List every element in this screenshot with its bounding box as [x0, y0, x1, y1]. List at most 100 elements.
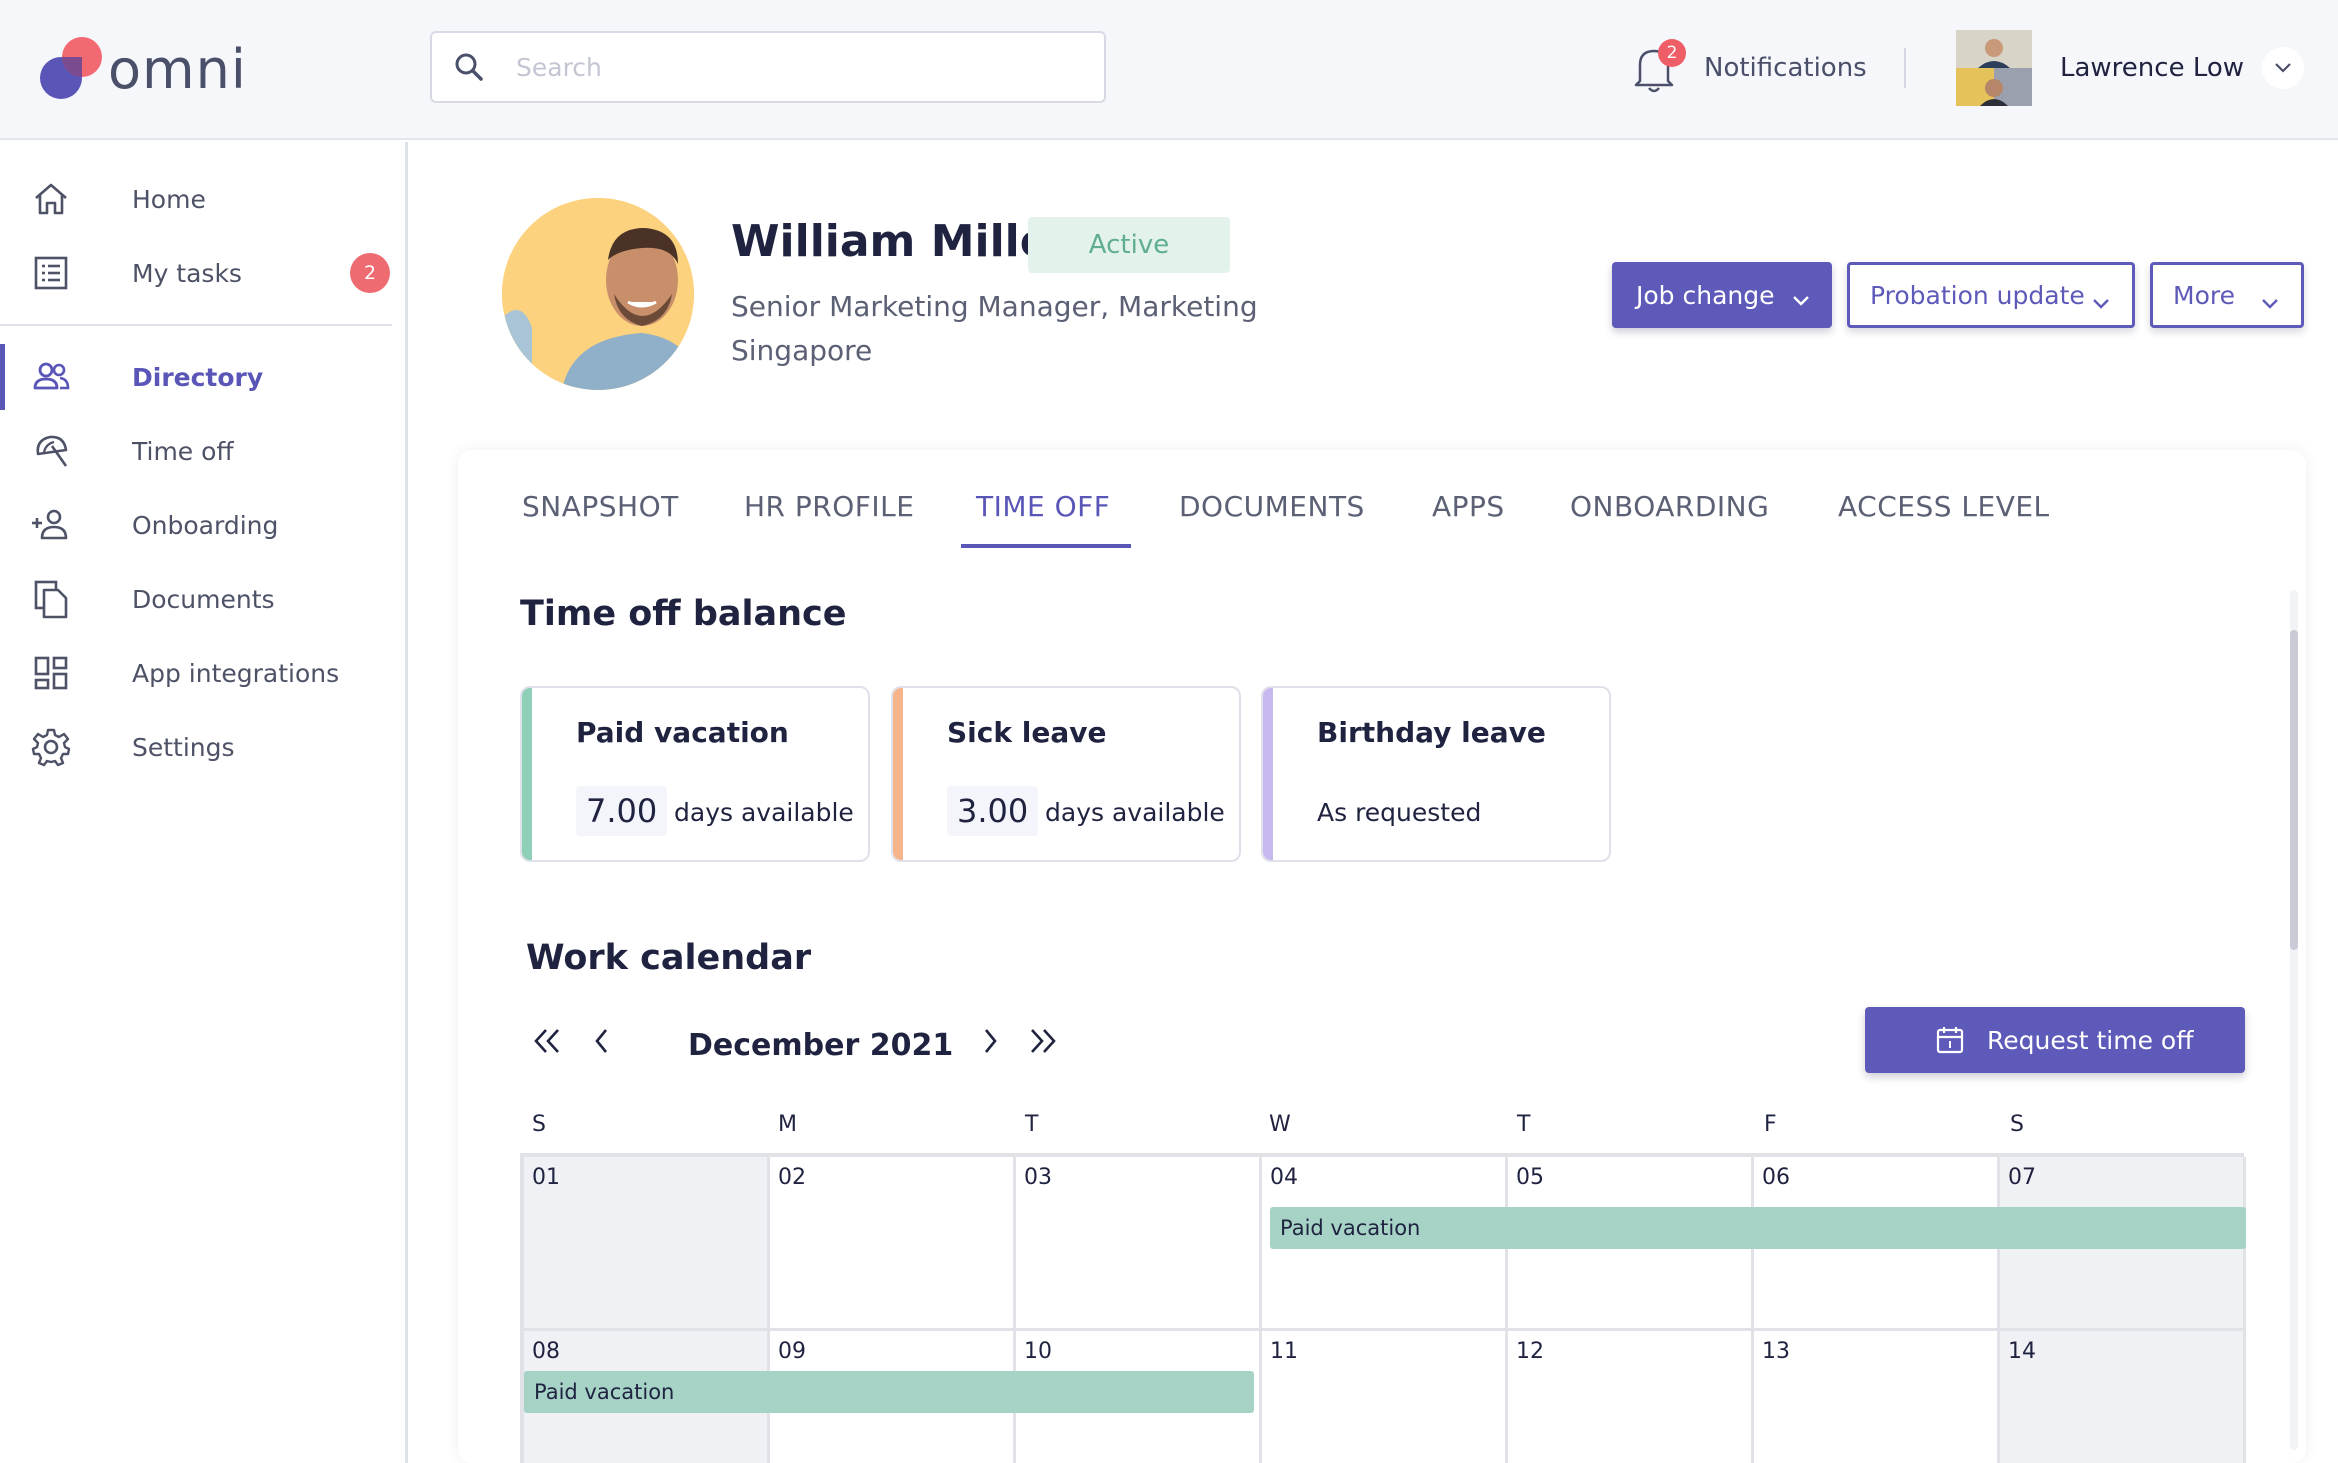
- calendar-day-cell[interactable]: 03: [1016, 1157, 1262, 1331]
- chevron-down-icon[interactable]: [2262, 47, 2305, 89]
- sidebar-item-app-integrations[interactable]: App integrations: [0, 640, 404, 706]
- next-month-button[interactable]: [980, 1018, 1000, 1068]
- active-tab-indicator: [961, 544, 1131, 548]
- calendar-day-number: 10: [1024, 1339, 1052, 1364]
- add-person-icon: [30, 504, 72, 546]
- double-chevron-left-icon: [532, 1026, 562, 1060]
- notifications-button[interactable]: 2 Notifications: [1630, 34, 1867, 102]
- sidebar-item-onboarding[interactable]: Onboarding: [0, 492, 404, 558]
- balance-amount: 3.00: [947, 786, 1039, 836]
- more-label: More: [2173, 280, 2235, 310]
- request-time-off-label: Request time off: [1987, 1025, 2194, 1055]
- tab-documents[interactable]: DOCUMENTS: [1179, 490, 1365, 523]
- calendar-icon: [1935, 1025, 1965, 1055]
- double-chevron-right-icon: [1028, 1026, 1058, 1060]
- balance-amount: 7.00: [576, 786, 668, 836]
- time-off-event[interactable]: Paid vacation: [524, 1371, 1254, 1413]
- calendar-day-number: 09: [778, 1339, 806, 1364]
- job-change-button[interactable]: Job change: [1612, 262, 1832, 328]
- tab-time-off[interactable]: TIME OFF: [976, 490, 1111, 523]
- employee-title: Senior Marketing Manager, Marketing: [731, 290, 1258, 323]
- scrollbar-thumb[interactable]: [2290, 630, 2298, 950]
- tasks-icon: [30, 252, 72, 294]
- home-icon: [30, 178, 72, 220]
- weekday-label: W: [1269, 1112, 1291, 1137]
- calendar-day-cell[interactable]: 14: [2000, 1331, 2246, 1463]
- search-box[interactable]: [430, 31, 1106, 103]
- prev-month-button[interactable]: [592, 1018, 612, 1068]
- weekday-label: S: [532, 1112, 546, 1137]
- employee-avatar: [502, 198, 694, 390]
- balance-card-stripe: [1263, 688, 1273, 860]
- next-year-button[interactable]: [1028, 1018, 1058, 1068]
- chevron-down-icon: [1792, 284, 1810, 313]
- sidebar-item-home[interactable]: Home: [0, 166, 404, 232]
- balance-card-sick-leave: Sick leave 3.00 days available: [891, 686, 1241, 862]
- calendar-day-number: 14: [2008, 1339, 2036, 1364]
- tab-snapshot[interactable]: SNAPSHOT: [522, 490, 679, 523]
- sidebar-item-label: Home: [132, 184, 206, 214]
- weekday-label: T: [1517, 1112, 1531, 1137]
- calendar-day-cell[interactable]: 11: [1262, 1331, 1508, 1463]
- balance-card-paid-vacation: Paid vacation 7.00 days available: [520, 686, 870, 862]
- logo-text: omni: [108, 37, 247, 101]
- probation-update-button[interactable]: Probation update: [1847, 262, 2135, 328]
- user-menu[interactable]: Lawrence Low: [1956, 30, 2305, 106]
- calendar-day-number: 12: [1516, 1339, 1544, 1364]
- calendar-day-cell[interactable]: 13: [1754, 1331, 2000, 1463]
- chevron-down-icon: [2092, 287, 2110, 316]
- balance-card-stripe: [893, 688, 903, 860]
- chevron-left-icon: [592, 1026, 612, 1060]
- bell-icon: 2: [1630, 39, 1686, 95]
- weekday-label: T: [1025, 1112, 1039, 1137]
- more-button[interactable]: More: [2150, 262, 2304, 328]
- tab-apps[interactable]: APPS: [1432, 490, 1505, 523]
- sidebar-item-label: Settings: [132, 732, 235, 762]
- sidebar-item-label: Onboarding: [132, 510, 279, 540]
- sidebar-item-label: My tasks: [132, 258, 242, 288]
- tab-onboarding[interactable]: ONBOARDING: [1570, 490, 1770, 523]
- calendar-day-cell[interactable]: 02: [770, 1157, 1016, 1331]
- sidebar-item-time-off[interactable]: Time off: [0, 418, 404, 484]
- balance-card-title: Paid vacation: [576, 716, 789, 749]
- sidebar-item-settings[interactable]: Settings: [0, 714, 404, 780]
- balance-unit: days available: [1045, 798, 1225, 827]
- notifications-badge: 2: [1658, 39, 1686, 67]
- tab-access-level[interactable]: ACCESS LEVEL: [1838, 490, 2050, 523]
- balance-card-stripe: [522, 688, 532, 860]
- sidebar-item-label: Documents: [132, 584, 275, 614]
- omni-logo[interactable]: omni: [40, 34, 247, 104]
- calendar-day-number: 11: [1270, 1339, 1298, 1364]
- balance-text: As requested: [1317, 798, 1482, 827]
- weekday-label: S: [2010, 1112, 2024, 1137]
- tasks-count-badge: 2: [350, 253, 390, 293]
- sidebar-item-documents[interactable]: Documents: [0, 566, 404, 632]
- calendar-day-number: 07: [2008, 1165, 2036, 1190]
- prev-year-button[interactable]: [532, 1018, 562, 1068]
- sidebar-item-label: Time off: [132, 436, 234, 466]
- calendar-day-cell[interactable]: 12: [1508, 1331, 1754, 1463]
- sidebar-item-label: App integrations: [132, 658, 340, 688]
- calendar-day-cell[interactable]: 01: [524, 1157, 770, 1331]
- request-time-off-button[interactable]: Request time off: [1865, 1007, 2245, 1073]
- calendar-grid: 01 02 03 04 05 06 07 08 09 10 11 12 13 14 Paid vacatio…: [520, 1153, 2246, 1463]
- sidebar: Home My tasks 2 Directory Time off Onboa…: [0, 142, 408, 1463]
- tab-hr-profile[interactable]: HR PROFILE: [744, 490, 915, 523]
- time-off-event[interactable]: Paid vacation: [1270, 1207, 2246, 1249]
- documents-icon: [30, 578, 72, 620]
- topbar-divider: [1904, 48, 1906, 88]
- calendar-day-number: 06: [1762, 1165, 1790, 1190]
- sidebar-item-directory[interactable]: Directory: [0, 344, 404, 410]
- search-input[interactable]: [516, 52, 1076, 82]
- profile-content-card: SNAPSHOT HR PROFILE TIME OFF DOCUMENTS A…: [458, 450, 2306, 1463]
- balance-card-title: Birthday leave: [1317, 716, 1546, 749]
- calendar-day-number: 08: [532, 1339, 560, 1364]
- employee-location: Singapore: [731, 334, 873, 367]
- grid-icon: [30, 652, 72, 694]
- balance-card-birthday-leave: Birthday leave As requested: [1261, 686, 1611, 862]
- sidebar-item-my-tasks[interactable]: My tasks 2: [0, 240, 404, 306]
- calendar-month-label: December 2021: [688, 1028, 954, 1063]
- calendar-day-number: 02: [778, 1165, 806, 1190]
- time-off-balance-title: Time off balance: [520, 594, 847, 634]
- scrollbar-track[interactable]: [2290, 590, 2298, 1450]
